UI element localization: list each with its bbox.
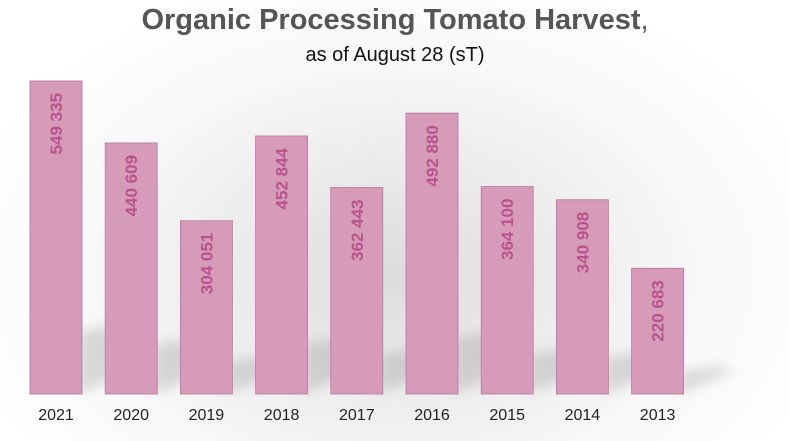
bars — [29, 80, 684, 395]
value-label-2017: 362 443 — [348, 199, 367, 260]
x-tick-label-2013: 2013 — [640, 407, 676, 424]
x-tick-label-2018: 2018 — [264, 407, 300, 424]
x-tick-label-2020: 2020 — [113, 407, 149, 424]
bar-2021 — [29, 80, 83, 395]
chart-title: Organic Processing Tomato Harvest — [141, 4, 641, 36]
x-tick-label-2016: 2016 — [414, 407, 450, 424]
value-label-2016: 492 880 — [423, 125, 442, 186]
chart-title-suffix: , — [640, 4, 649, 36]
bar-2019 — [179, 220, 233, 395]
value-label-2013: 220 683 — [649, 280, 668, 341]
value-label-2018: 452 844 — [273, 147, 292, 209]
bar-2015 — [480, 186, 534, 395]
x-tick-label-2021: 2021 — [38, 407, 74, 424]
x-tick-label-2014: 2014 — [565, 407, 601, 424]
value-label-2019: 304 051 — [197, 233, 216, 294]
value-labels: 549 335 440 609 304 051 452 844 362 443 492 8… — [47, 93, 668, 342]
value-label-2014: 340 908 — [573, 212, 592, 273]
bar-2018 — [255, 135, 309, 395]
chart-subtitle: as of August 28 (sT) — [305, 44, 485, 66]
value-label-2015: 364 100 — [498, 199, 517, 260]
chart-title-line: Organic Processing Tomato Harvest, — [0, 4, 790, 37]
x-tick-label-2015: 2015 — [489, 407, 525, 424]
x-tick-label-2019: 2019 — [189, 407, 225, 424]
value-label-2020: 440 609 — [122, 155, 141, 216]
bar-2014 — [556, 199, 609, 395]
bar-2013 — [631, 267, 684, 395]
x-tick-label-2017: 2017 — [339, 407, 375, 424]
x-axis-ticks: 2021 2020 2019 2018 2017 2016 2015 2014 2013 — [38, 407, 675, 424]
bar-2017 — [330, 187, 384, 395]
bar-2016 — [405, 112, 459, 395]
bar-2020 — [104, 142, 158, 395]
value-label-2021: 549 335 — [47, 93, 66, 154]
bar-shadow — [679, 366, 736, 394]
